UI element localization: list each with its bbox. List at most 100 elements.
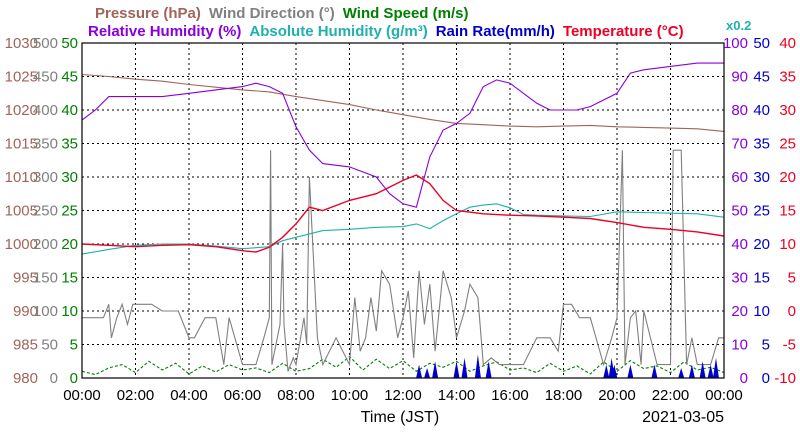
tick-label-pressure: 990 bbox=[13, 303, 38, 320]
rain-bar bbox=[603, 364, 610, 378]
series-wind_speed bbox=[82, 355, 724, 376]
tick-label-wind_speed: 0 bbox=[70, 370, 78, 387]
tick-label-temperature: 40 bbox=[779, 35, 796, 52]
tick-label-temperature: 5 bbox=[788, 270, 796, 287]
tick-label-wind_dir: 450 bbox=[33, 69, 58, 86]
tick-label-wind_speed: 45 bbox=[61, 69, 78, 86]
tick-label-rain: 45 bbox=[753, 69, 770, 86]
legend-humidity: Relative Humidity (%) bbox=[88, 23, 241, 40]
tick-label-pressure: 985 bbox=[13, 337, 38, 354]
tick-label-pressure: 1025 bbox=[5, 69, 38, 86]
rain-bar bbox=[416, 364, 423, 378]
tick-label-humidity: 100 bbox=[723, 35, 748, 52]
tick-label-wind_speed: 20 bbox=[61, 236, 78, 253]
series-humidity bbox=[82, 62, 724, 208]
legend-row-2: Relative Humidity (%) Absolute Humidity (… bbox=[88, 23, 684, 40]
tick-label-wind_speed: 5 bbox=[70, 337, 78, 354]
legend-row-1: Pressure (hPa) Wind Direction (°) Wind Spe… bbox=[95, 5, 468, 22]
tick-label-wind_speed: 35 bbox=[61, 136, 78, 153]
series-pressure bbox=[82, 73, 724, 132]
tick-label-wind_dir: 200 bbox=[33, 236, 58, 253]
rain-bar bbox=[485, 361, 492, 378]
legend-rain: Rain Rate(mm/h) bbox=[436, 23, 555, 40]
tick-label-temperature: 15 bbox=[779, 203, 796, 220]
tick-label-rain: 50 bbox=[753, 35, 770, 52]
legend-abs-humidity-scale: x0.2 bbox=[726, 18, 751, 33]
rain-bar bbox=[461, 357, 468, 378]
tick-label-wind_speed: 10 bbox=[61, 303, 78, 320]
rain-bar bbox=[712, 357, 719, 378]
rain-bar bbox=[707, 364, 714, 378]
rain-bar bbox=[424, 367, 431, 378]
tick-label-humidity: 40 bbox=[731, 236, 748, 253]
rain-bar bbox=[699, 361, 706, 378]
tick-label-humidity: 90 bbox=[731, 69, 748, 86]
plot-frame bbox=[81, 42, 725, 379]
tick-label-pressure: 1015 bbox=[5, 136, 38, 153]
tick-label-temperature: -5 bbox=[783, 337, 796, 354]
legend-abs_humidity: Absolute Humidity (g/m³) bbox=[249, 23, 427, 40]
tick-label-temperature: -10 bbox=[774, 370, 796, 387]
series-group bbox=[82, 62, 724, 378]
tick-label-pressure: 1030 bbox=[5, 35, 38, 52]
x-tick-label: 14:00 bbox=[438, 387, 476, 404]
legend-wind_dir: Wind Direction (°) bbox=[209, 5, 335, 22]
tick-label-rain: 5 bbox=[762, 337, 770, 354]
x-tick-label: 10:00 bbox=[331, 387, 369, 404]
series-temperature bbox=[82, 174, 724, 253]
tick-label-pressure: 1005 bbox=[5, 203, 38, 220]
tick-label-pressure: 1000 bbox=[5, 236, 38, 253]
tick-label-rain: 30 bbox=[753, 169, 770, 186]
tick-label-temperature: 35 bbox=[779, 69, 796, 86]
x-tick-label: 16:00 bbox=[491, 387, 529, 404]
tick-label-wind_speed: 40 bbox=[61, 102, 78, 119]
tick-label-rain: 20 bbox=[753, 236, 770, 253]
grid-lines bbox=[82, 43, 724, 378]
tick-label-temperature: 25 bbox=[779, 136, 796, 153]
tick-label-wind_dir: 0 bbox=[50, 370, 58, 387]
tick-label-wind_dir: 100 bbox=[33, 303, 58, 320]
tick-label-rain: 40 bbox=[753, 102, 770, 119]
tick-label-rain: 10 bbox=[753, 303, 770, 320]
rain-bar bbox=[627, 364, 634, 378]
series-wind_dir bbox=[82, 149, 724, 372]
tick-label-wind_dir: 150 bbox=[33, 270, 58, 287]
plot-area bbox=[81, 42, 725, 379]
tick-label-humidity: 70 bbox=[731, 136, 748, 153]
rain-bar bbox=[611, 364, 618, 378]
x-tick-label: 12:00 bbox=[384, 387, 422, 404]
date-label: 2021-03-05 bbox=[642, 409, 724, 426]
axes: 9809859909951000100510101015102010251030… bbox=[5, 35, 796, 404]
tick-label-rain: 35 bbox=[753, 136, 770, 153]
x-tick-label: 08:00 bbox=[277, 387, 315, 404]
legend-pressure: Pressure (hPa) bbox=[95, 5, 201, 22]
rain-bar bbox=[432, 361, 439, 378]
tick-label-humidity: 0 bbox=[740, 370, 748, 387]
tick-label-wind_speed: 50 bbox=[61, 35, 78, 52]
tick-label-humidity: 80 bbox=[731, 102, 748, 119]
tick-label-humidity: 50 bbox=[731, 203, 748, 220]
tick-label-wind_dir: 50 bbox=[41, 337, 58, 354]
tick-label-temperature: 0 bbox=[788, 303, 796, 320]
legend: Pressure (hPa) Wind Direction (°) Wind Spe… bbox=[88, 5, 751, 40]
tick-label-temperature: 30 bbox=[779, 102, 796, 119]
x-tick-label: 02:00 bbox=[117, 387, 155, 404]
tick-label-wind_dir: 300 bbox=[33, 169, 58, 186]
tick-label-wind_speed: 25 bbox=[61, 203, 78, 220]
tick-label-wind_dir: 350 bbox=[33, 136, 58, 153]
tick-label-wind_dir: 400 bbox=[33, 102, 58, 119]
tick-label-rain: 25 bbox=[753, 203, 770, 220]
tick-label-wind_speed: 30 bbox=[61, 169, 78, 186]
tick-label-rain: 0 bbox=[762, 370, 770, 387]
x-tick-label: 18:00 bbox=[545, 387, 583, 404]
tick-label-wind_speed: 15 bbox=[61, 270, 78, 287]
x-tick-label: 20:00 bbox=[598, 387, 636, 404]
x-tick-label: 00:00 bbox=[705, 387, 743, 404]
tick-label-wind_dir: 250 bbox=[33, 203, 58, 220]
tick-label-pressure: 995 bbox=[13, 270, 38, 287]
tick-label-humidity: 20 bbox=[731, 303, 748, 320]
x-tick-label: 22:00 bbox=[652, 387, 690, 404]
rain-bar bbox=[688, 364, 695, 378]
rain-bar bbox=[678, 367, 685, 378]
